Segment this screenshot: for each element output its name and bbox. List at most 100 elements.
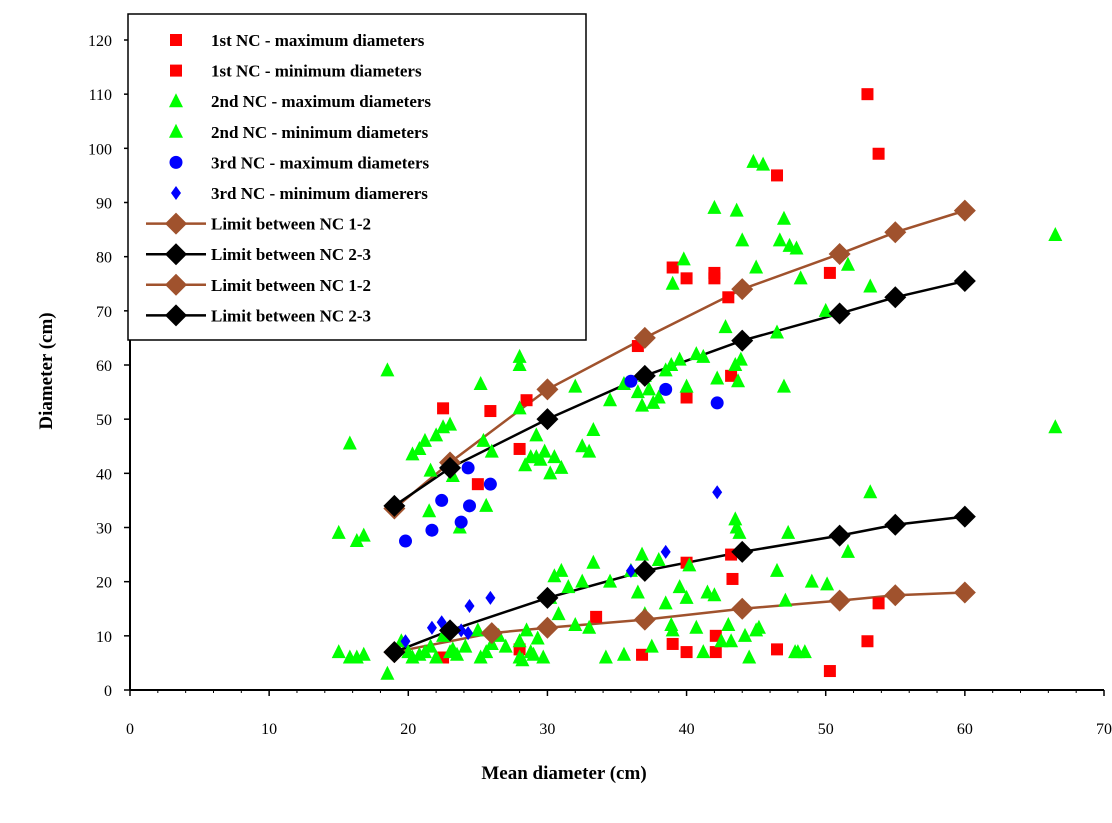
series-8-point (828, 302, 851, 325)
series-5-point (425, 523, 439, 537)
series-3-point (793, 270, 808, 285)
series-4-point (781, 524, 796, 539)
series-3-point (603, 392, 618, 407)
series-4-point (603, 573, 618, 588)
y-tick-label: 90 (96, 196, 112, 213)
series-1-point (680, 272, 693, 285)
series-4-point (724, 633, 739, 648)
series-4-point (526, 646, 541, 661)
series-4-point (436, 627, 451, 642)
series-4-point (429, 649, 444, 664)
series-7-point (953, 199, 976, 222)
series-5-point (624, 374, 638, 388)
series-4-point (672, 579, 687, 594)
series-5-point (435, 493, 449, 507)
series-4-point (751, 619, 766, 634)
series-6-point (712, 485, 723, 500)
series-4-point (707, 587, 722, 602)
x-tick-label: 0 (126, 721, 134, 738)
series-3-point (484, 443, 499, 458)
ticks: 0 10 20 30 40 50 60 70 0 10 20 30 40 50 60 70 80 90 100 110… (88, 33, 1112, 738)
series-4-point (575, 573, 590, 588)
series-4-point (820, 576, 835, 591)
series-2-point (680, 646, 693, 659)
series-1-point (823, 266, 836, 279)
series-5-point (659, 382, 673, 396)
legend-label: 3rd NC - minimum diamerers (211, 184, 428, 203)
y-tick-label: 40 (96, 466, 112, 483)
series-3-point (568, 378, 583, 393)
series-3-point (529, 427, 544, 442)
series-1-point (437, 402, 450, 415)
series-1-point (680, 391, 693, 404)
series-4-point (742, 649, 757, 664)
y-tick-label: 10 (96, 629, 112, 646)
x-tick-label: 40 (679, 721, 695, 738)
x-tick-label: 50 (818, 721, 834, 738)
series-8-point (383, 494, 406, 517)
y-tick-label: 110 (89, 87, 112, 104)
legend-item: Limit between NC 2-3 (146, 243, 371, 266)
legend-label: 1st NC - maximum diameters (211, 31, 425, 50)
series-4-point (536, 649, 551, 664)
legend-marker (165, 273, 187, 296)
legend-label: 3rd NC - maximum diameters (211, 153, 430, 172)
series-4-point (498, 638, 513, 653)
series-3-point (746, 153, 761, 168)
series-6-point (625, 563, 636, 578)
y-tick-label: 70 (96, 304, 112, 321)
series-2-point (861, 635, 874, 648)
x-axis-title: Mean diameter (cm) (481, 763, 646, 784)
x-tick-label: 20 (400, 721, 416, 738)
series-10-point (953, 505, 976, 528)
series-3-point (735, 232, 750, 247)
series-5-point (710, 396, 724, 410)
series-3-point (417, 432, 432, 447)
series-4-point (449, 646, 464, 661)
series-3-point (718, 319, 733, 334)
series-9-point (731, 597, 754, 620)
series-1-point (725, 369, 738, 382)
series-4-point (804, 573, 819, 588)
y-tick-label: 60 (96, 358, 112, 375)
series-3-point (863, 278, 878, 293)
series-10-point (731, 540, 754, 563)
series-3-point (331, 524, 346, 539)
series-3-point (635, 397, 650, 412)
series-4-point (778, 592, 793, 607)
legend-item: 1st NC - maximum diameters (170, 31, 425, 50)
series-4-point (714, 633, 729, 648)
series-7-point (828, 242, 851, 265)
series-2-point (823, 665, 836, 678)
series-1-point (471, 478, 484, 491)
series-3-point (512, 348, 527, 363)
legend-marker (170, 64, 182, 77)
series-3-point (422, 503, 437, 518)
y-tick-label: 100 (88, 141, 112, 158)
legend-marker (165, 304, 187, 327)
series-3-point (380, 362, 395, 377)
series-4-point (598, 649, 613, 664)
legend-marker (169, 123, 183, 138)
series-8-point (633, 364, 656, 387)
series-4-point (547, 568, 562, 583)
series-4-point (721, 617, 736, 631)
series-3-point (356, 527, 371, 542)
series-3-point (665, 275, 680, 290)
series-3-point (1048, 227, 1063, 241)
x-tick-label: 70 (1096, 721, 1112, 738)
series-4-point (644, 638, 659, 653)
series-5-point (454, 515, 468, 529)
series-3-point (676, 251, 691, 266)
legend-item: 1st NC - minimum diameters (170, 62, 422, 81)
legend-label: 2nd NC - maximum diameters (211, 92, 431, 111)
series-10-point (828, 524, 851, 547)
series-3-point (443, 416, 458, 431)
series-4-point (630, 584, 645, 599)
x-tick-label: 10 (261, 721, 277, 738)
series-9-point (953, 581, 976, 604)
series-2-point (709, 646, 722, 659)
series-3-point (733, 351, 748, 366)
series-8-point (536, 408, 559, 431)
series-3-point (772, 232, 787, 247)
